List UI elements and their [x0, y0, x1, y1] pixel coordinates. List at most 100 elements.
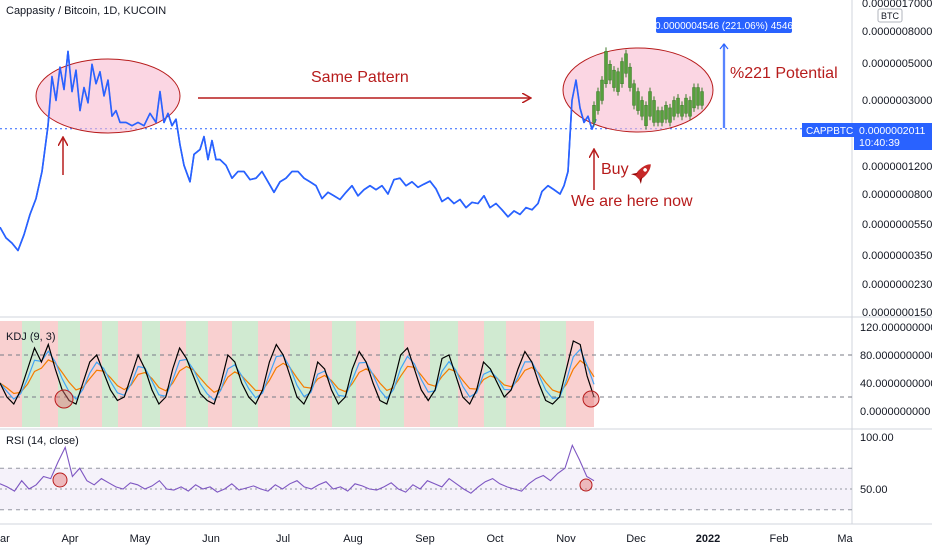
candle-body: [676, 97, 680, 114]
candle-body: [592, 105, 596, 123]
candle-body: [652, 100, 656, 123]
chart-title: Cappasity / Bitcoin, 1D, KUCOIN: [6, 5, 167, 17]
candle-body: [604, 51, 608, 84]
indicator-layer: [0, 340, 595, 494]
candle-body: [656, 110, 660, 123]
countdown-text: 10:40:39: [859, 137, 900, 149]
kdj-bg-band: [484, 321, 506, 427]
time-tick-label: Dec: [626, 533, 646, 545]
measure-range: [722, 44, 726, 128]
rsi-tick-label: 100.00: [860, 432, 894, 444]
rsi-line: [0, 443, 595, 494]
kdj-j-line: [0, 348, 595, 401]
kdj-bg-band: [142, 321, 160, 427]
candle-body: [628, 66, 632, 88]
time-tick-label: Ma: [837, 533, 853, 545]
kdj-bg-band: [80, 321, 102, 427]
rsi-label: RSI (14, close): [6, 435, 79, 447]
kdj-marker-left: [54, 389, 74, 409]
kdj-tick-label: 120.0000000000: [860, 322, 932, 334]
indicator-background-layer: [0, 321, 852, 510]
candle-body: [692, 87, 696, 109]
kdj-bg-band: [0, 321, 22, 427]
time-tick-label: Jun: [202, 533, 220, 545]
kdj-bg-band: [40, 321, 58, 427]
candle-body: [696, 87, 700, 106]
candle-body: [596, 91, 600, 111]
price-tick-label: 0.0000000800: [862, 189, 932, 201]
pattern-ellipse-left: [35, 58, 181, 134]
time-tick-label: Oct: [486, 533, 503, 545]
kdj-tick-label: 40.0000000000: [860, 378, 932, 390]
measure-label-box: [656, 17, 792, 33]
kdj-k-line: [0, 340, 595, 406]
rocket-body: [635, 164, 651, 180]
price-tick-label: 0.0000000550: [862, 219, 932, 231]
price-tick-label: 0.0000005000: [862, 58, 932, 70]
rsi-marker-left: [52, 472, 68, 488]
price-tick-label: 0.0000008000: [862, 26, 932, 38]
price-tick-label: 0.0000017000: [862, 0, 932, 10]
kdj-label: KDJ (9, 3): [6, 331, 56, 343]
time-tick-label: Nov: [556, 533, 576, 545]
candle-body: [608, 64, 612, 81]
kdj-bg-band: [380, 321, 404, 427]
candle-body: [640, 100, 644, 117]
candle-body: [660, 110, 664, 123]
time-tick-label: Feb: [770, 533, 789, 545]
last-price-text: 0.0000002011: [859, 125, 926, 137]
rsi-tick-label: 50.00: [860, 484, 888, 496]
kdj-bg-band: [58, 321, 80, 427]
kdj-bg-band: [458, 321, 484, 427]
here-now-text: We are here now: [571, 193, 693, 210]
time-tick-label: May: [130, 533, 151, 545]
time-tick-label: Aug: [343, 533, 363, 545]
symbol-label-text: CAPPBTC: [806, 126, 853, 137]
candle-body: [680, 105, 684, 117]
potential-text: %221 Potential: [730, 65, 838, 82]
same-pattern-text: Same Pattern: [311, 69, 409, 86]
kdj-bg-band: [102, 321, 118, 427]
rocket-window: [643, 168, 647, 172]
symbol-label-box: [802, 123, 860, 137]
price-series-line-overlay: [0, 50, 597, 252]
candle-body: [700, 91, 704, 106]
candle-body: [620, 61, 624, 84]
buy-text: Buy: [601, 161, 629, 178]
candle-body: [636, 91, 640, 111]
kdj-bg-band: [404, 321, 430, 427]
annotation-layer: Same Pattern %221 Potential Buy We are here…: [0, 17, 838, 492]
price-tick-label: 0.0000001200: [862, 161, 932, 173]
time-tick-label: Sep: [415, 533, 435, 545]
kdj-bg-band: [22, 321, 40, 427]
kdj-bg-band: [310, 321, 332, 427]
kdj-bg-band: [332, 321, 356, 427]
kdj-bg-band: [258, 321, 290, 427]
time-tick-label: 2022: [696, 533, 720, 545]
candle-body: [688, 100, 692, 117]
kdj-bg-band: [356, 321, 380, 427]
last-price-box: [854, 123, 932, 150]
unit-badge[interactable]: [877, 8, 903, 23]
price-tick-label: 0.0000000350: [862, 250, 932, 262]
candle-body: [612, 69, 616, 88]
rsi-marker-right: [579, 478, 593, 492]
kdj-tick-label: 80.0000000000: [860, 350, 932, 362]
candle-body: [684, 97, 688, 114]
unit-badge-label: BTC: [881, 11, 900, 21]
kdj-bg-band: [232, 321, 258, 427]
time-tick-label: Jul: [276, 533, 290, 545]
time-tick-label: ar: [0, 533, 10, 545]
rocket-icon: [630, 164, 651, 185]
kdj-tick-label: 0.0000000000: [860, 406, 930, 418]
candle-body: [624, 53, 628, 74]
kdj-bg-band: [540, 321, 566, 427]
candle-body: [672, 100, 676, 117]
candle-body: [664, 105, 668, 120]
candle-body: [668, 107, 672, 123]
kdj-bg-band: [208, 321, 232, 427]
measure-label-text: 0.0000004546 (221.06%) 4546: [655, 21, 793, 32]
